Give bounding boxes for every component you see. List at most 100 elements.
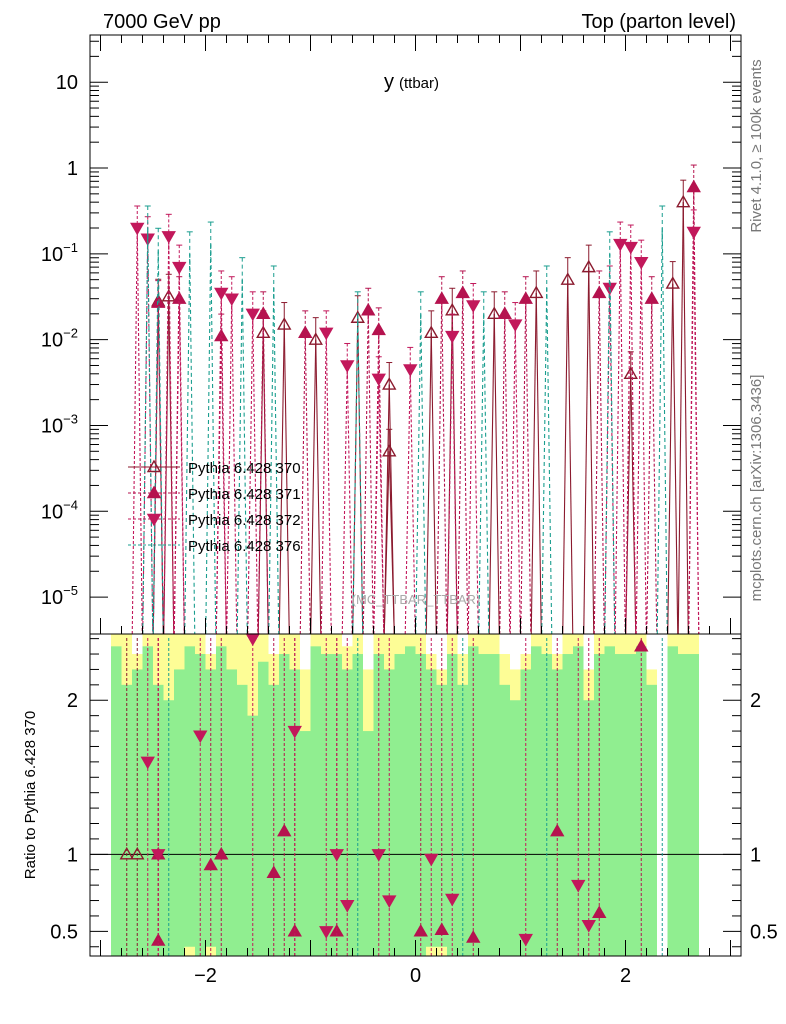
series-3 <box>142 205 668 635</box>
ratio-point <box>466 930 481 943</box>
spike-line <box>588 267 595 635</box>
y-tick-label: 10−3 <box>41 411 78 437</box>
data-point <box>214 287 229 301</box>
legend-label: Pythia 6.428 376 <box>188 538 301 555</box>
main-ticks-layer: 10 1 10−1 10−2 10−3 10−4 10−5 <box>41 35 741 634</box>
band-green <box>499 684 510 956</box>
spike-line <box>173 267 180 635</box>
spike-line <box>625 373 632 635</box>
ratio-y-tick-label-right: 1 <box>750 844 761 866</box>
ratio-point <box>445 893 460 907</box>
data-point <box>676 194 691 208</box>
spike-line <box>640 262 647 635</box>
spike-line <box>131 227 138 635</box>
spike-line <box>278 324 285 635</box>
spike-line <box>320 332 327 635</box>
ratio-series-2 <box>140 633 596 956</box>
ratio-series-3 <box>168 638 663 956</box>
spike-line <box>262 313 269 635</box>
spike-line <box>504 313 511 635</box>
main-title-sub: (ttbar) <box>399 75 439 92</box>
data-point <box>497 306 512 320</box>
legend-marker <box>146 485 162 499</box>
data-point <box>613 238 628 252</box>
data-point <box>172 261 187 275</box>
spike-line <box>693 231 700 635</box>
spike-line <box>614 244 621 635</box>
data-point <box>245 308 260 322</box>
band-green <box>604 646 615 956</box>
band-green <box>132 669 143 956</box>
ratio-y-tick-label-right: 2 <box>750 690 761 712</box>
spike-line <box>593 292 600 635</box>
spike-line <box>499 313 506 635</box>
main-series-layer <box>130 164 701 635</box>
watermark: (MC_TTBAR_TTBAR) <box>352 592 481 607</box>
ratio-panel: 0.5 0.5 1 1 2 2 −2 0 2 Ratio to Pythia 6.428 370 <box>22 633 778 987</box>
spike-line <box>509 324 516 635</box>
spike-line <box>163 236 170 635</box>
spike-line <box>152 302 159 635</box>
x-tick-label: −2 <box>194 965 217 987</box>
ratio-point <box>634 638 649 652</box>
band-green <box>573 646 584 956</box>
spike-line <box>257 313 264 635</box>
ratio-point <box>329 849 344 862</box>
header-right: Top (parton level) <box>581 11 736 33</box>
spike-line <box>688 231 695 635</box>
spike-line <box>609 253 616 635</box>
spike-line <box>268 287 275 635</box>
data-point <box>686 226 701 240</box>
spike-line <box>325 332 332 635</box>
spike-line <box>472 305 479 635</box>
data-point <box>560 272 575 285</box>
data-point <box>130 222 145 236</box>
ratio-series-layer <box>119 633 663 956</box>
y-tick-label: 10−1 <box>41 240 78 266</box>
data-point <box>256 306 271 320</box>
spike-line <box>304 332 311 635</box>
data-point <box>665 276 680 289</box>
spike-line <box>493 313 500 635</box>
band-green <box>510 700 521 956</box>
ratio-point <box>287 725 302 739</box>
spike-line <box>514 324 521 635</box>
spike-line <box>661 227 668 635</box>
band-green <box>258 661 269 956</box>
spike-line <box>520 298 527 635</box>
data-point <box>445 330 460 344</box>
band-green <box>552 669 563 956</box>
band-green <box>562 654 573 956</box>
ratio-point <box>581 919 596 933</box>
spike-line <box>184 253 191 635</box>
band-green <box>363 731 374 956</box>
ratio-point <box>266 865 281 879</box>
spike-line <box>236 279 243 635</box>
spike-line <box>630 373 637 635</box>
spike-line <box>583 267 590 635</box>
ratio-point <box>319 926 334 939</box>
band-green <box>678 654 689 956</box>
data-point <box>361 302 376 316</box>
spike-line <box>409 369 416 635</box>
ratio-point <box>214 846 229 860</box>
ratio-point <box>140 756 155 770</box>
spike-line <box>362 310 369 635</box>
band-green <box>615 654 626 956</box>
band-green <box>300 731 311 956</box>
spike-line <box>157 250 164 635</box>
spike-line <box>667 283 674 635</box>
spike-line <box>682 202 689 635</box>
data-point <box>644 291 659 304</box>
spike-line <box>646 298 653 635</box>
spike-line <box>247 313 254 635</box>
spike-line <box>357 313 364 635</box>
ratio-y-tick-label-left: 2 <box>67 690 78 712</box>
spike-line <box>530 292 537 635</box>
data-point <box>319 327 334 341</box>
band-green <box>489 654 500 956</box>
ratio-point <box>277 823 292 837</box>
spike-line <box>483 313 490 635</box>
band-green <box>289 669 300 956</box>
